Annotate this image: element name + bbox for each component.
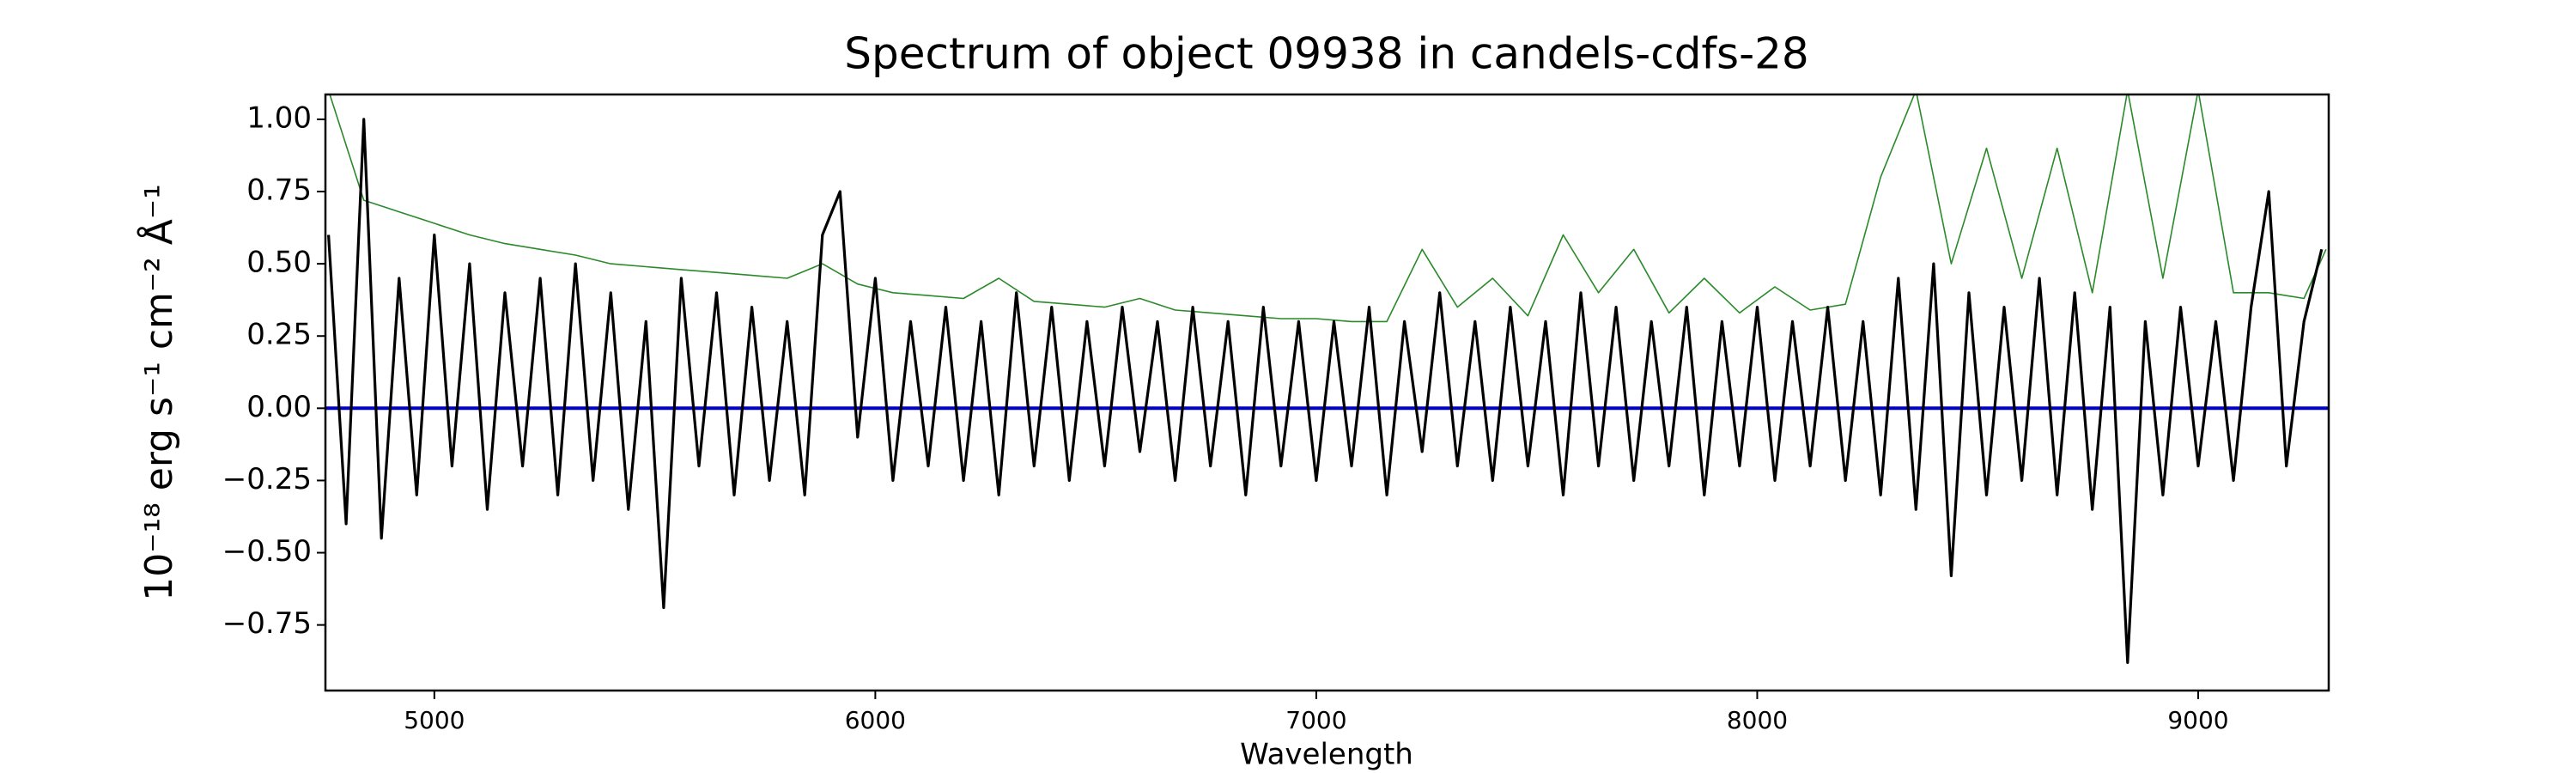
y-tick-label: −0.75: [222, 606, 312, 641]
y-tick-label: 0.00: [246, 390, 312, 424]
x-tick-label: 9000: [2167, 706, 2228, 734]
x-tick-label: 6000: [845, 706, 906, 734]
plot-area: [325, 94, 2329, 664]
spectrum-line: [329, 94, 2327, 323]
y-tick-label: 0.50: [246, 246, 312, 280]
x-tick-label: 7000: [1285, 706, 1346, 734]
x-axis-label: Wavelength: [1240, 738, 1413, 772]
chart-title: Spectrum of object 09938 in candels-cdfs…: [844, 29, 1809, 79]
y-tick-label: −0.25: [222, 462, 312, 496]
plot-frame: [324, 93, 2330, 692]
y-tick-label: 0.75: [246, 173, 312, 208]
spectrum-line: [327, 118, 2324, 664]
y-tick-label: 1.00: [246, 100, 312, 135]
y-tick-label: 0.25: [246, 318, 312, 352]
x-tick-label: 5000: [404, 706, 465, 734]
y-axis-label: 10⁻¹⁸ erg s⁻¹ cm⁻² Å⁻¹: [136, 184, 181, 600]
y-tick-label: −0.50: [222, 534, 312, 569]
x-tick-label: 8000: [1727, 706, 1788, 734]
